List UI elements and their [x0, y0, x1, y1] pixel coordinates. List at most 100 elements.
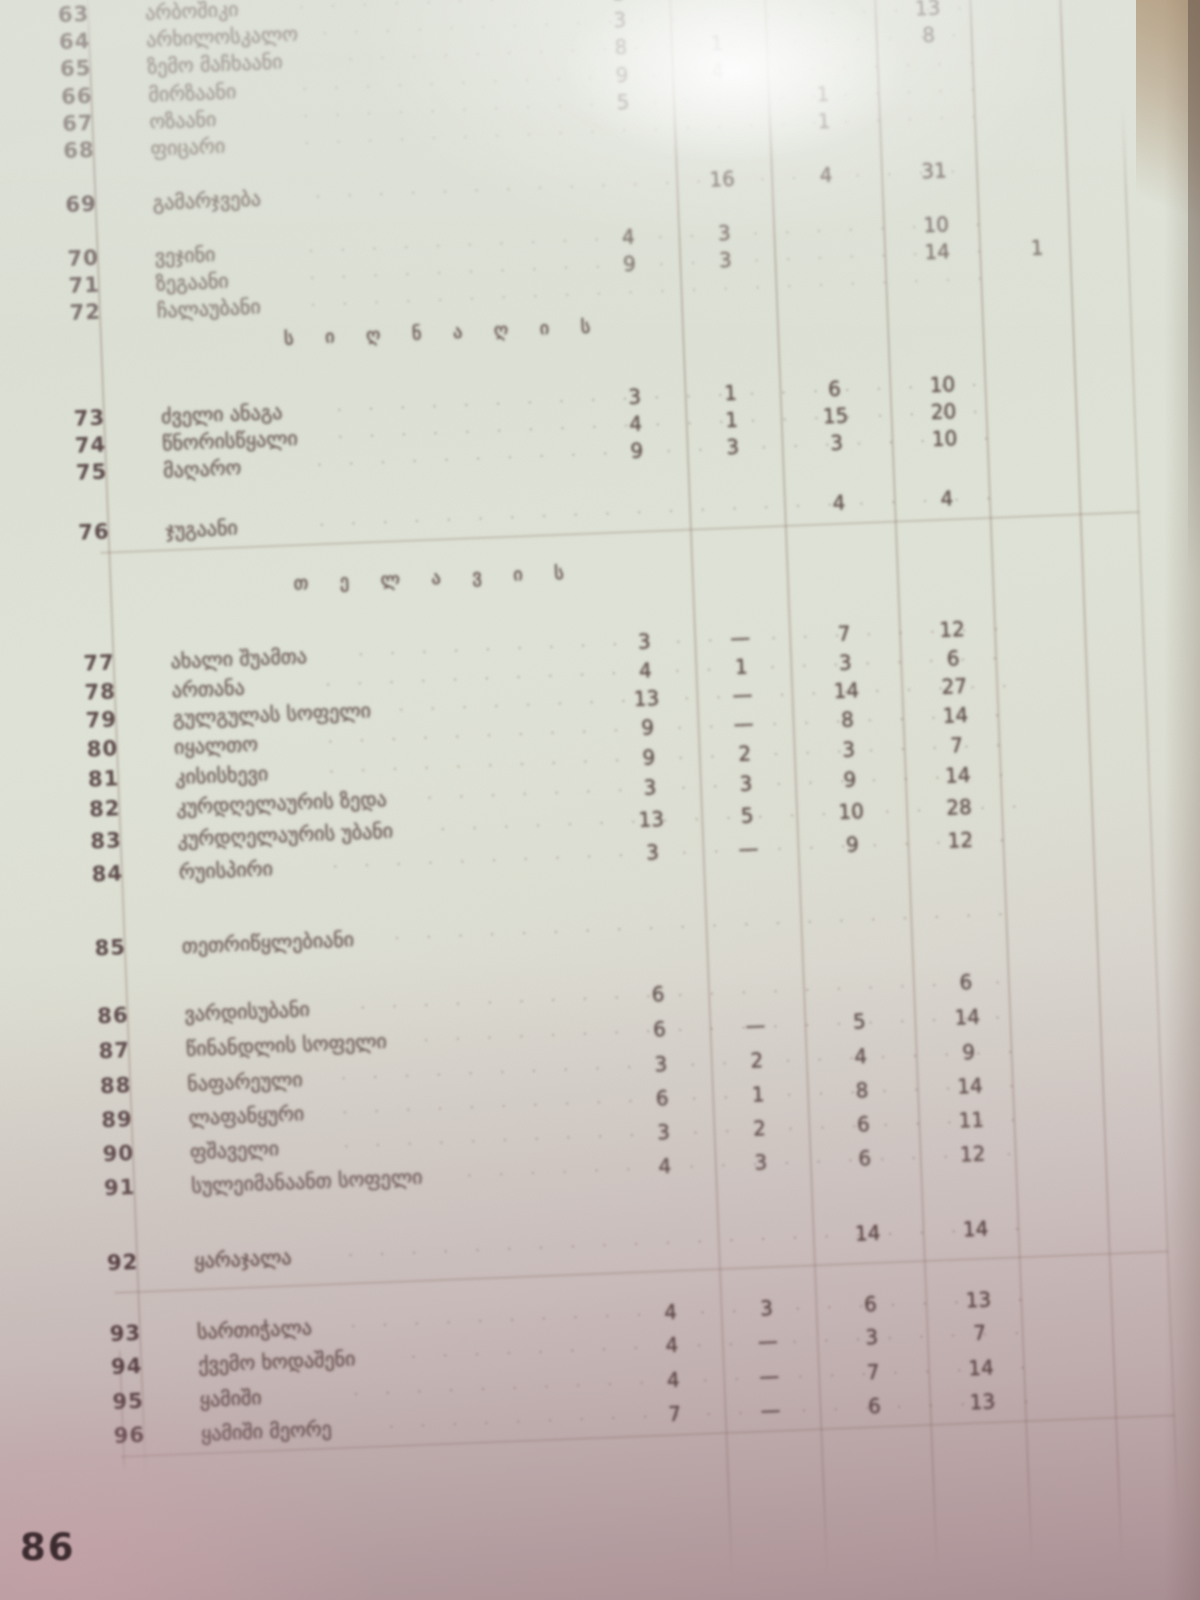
value-cell-col4: 10	[929, 372, 956, 398]
value-cell-col4: 14	[944, 762, 971, 788]
row-name: ფიცარი	[150, 133, 226, 161]
row-number: 68	[62, 137, 96, 164]
value-cell-col3: 3	[829, 430, 844, 456]
value-cell-col1: 4	[665, 1332, 679, 1358]
value-cell-col2: —	[738, 836, 759, 862]
value-cell-col2: —	[758, 1363, 780, 1389]
value-cell-col2: 1	[724, 407, 739, 433]
value-cell-col1: 3	[637, 629, 652, 654]
value-cell-col3: 14	[854, 1220, 881, 1246]
table-row: 85 თეთრიწყლებიანი ····················	[5, 893, 1200, 966]
value-cell-col3: 8	[855, 1078, 869, 1103]
value-cell-col1: 4	[658, 1153, 672, 1179]
row-name: სულეიმანაანთ სოფელი	[190, 1164, 423, 1198]
row-number: 82	[88, 796, 121, 822]
value-cell-col3: 6	[863, 1291, 878, 1317]
page-edge-shadow	[1188, 0, 1200, 580]
row-number: 92	[106, 1249, 139, 1276]
value-cell-col2: 1	[734, 654, 749, 680]
row-number: 77	[83, 650, 116, 676]
value-cell-col4: 10	[931, 426, 958, 452]
value-cell-col1: 5	[616, 89, 630, 115]
value-cell-col2: 3	[753, 1150, 768, 1175]
row-name: ქვემო ხოდაშენი	[197, 1346, 356, 1377]
value-cell-col1: 9	[622, 251, 637, 277]
value-cell-col2: —	[744, 1013, 766, 1038]
row-number: 93	[109, 1320, 142, 1347]
row-number: 76	[77, 519, 111, 545]
row-name: სართიჭალა	[196, 1315, 313, 1344]
value-cell-col3: 15	[822, 403, 849, 429]
value-cell-col2: 1	[751, 1082, 765, 1107]
value-cell-col3: 8	[840, 707, 855, 732]
value-cell-col1: 6	[652, 1017, 667, 1042]
row-name: წინანდლის სოფელი	[185, 1029, 388, 1061]
row-number: 86	[96, 1003, 130, 1029]
row-number: 91	[103, 1174, 136, 1201]
value-cell-col5: 1	[1030, 235, 1044, 261]
value-cell-col1: 3	[627, 384, 642, 410]
value-cell-col3: 3	[838, 650, 853, 675]
row-name: ფშაველი	[189, 1136, 280, 1164]
value-cell-col2: —	[760, 1397, 782, 1423]
row-name: ყამიში	[199, 1385, 263, 1412]
value-cell-col4: 14	[956, 1073, 984, 1099]
row-number: 63	[57, 1, 90, 28]
row-number: 89	[100, 1107, 134, 1133]
value-cell-col3: 4	[832, 490, 846, 516]
value-cell-col3: 6	[856, 1112, 871, 1137]
row-name: რუისპირი	[178, 856, 274, 885]
row-number: 81	[87, 766, 120, 792]
row-name: ართანა	[171, 675, 246, 703]
row-name: არბოშიკი	[144, 0, 240, 25]
row-name: ვეჯინი	[154, 242, 216, 269]
leader-dots: ······················	[347, 1219, 1047, 1265]
value-cell-col1: 4	[663, 1299, 678, 1325]
page-number: 86	[20, 1526, 76, 1569]
row-number: 78	[84, 679, 117, 705]
leader-dots: ······················	[319, 488, 1019, 535]
value-cell-col2: 2	[737, 741, 752, 766]
row-number: 94	[110, 1353, 143, 1380]
row-number: 66	[60, 83, 93, 110]
value-cell-col3: 5	[852, 1009, 867, 1034]
row-number: 90	[102, 1141, 135, 1167]
row-number: 73	[73, 405, 106, 431]
value-cell-col2: —	[731, 682, 753, 708]
row-name: ვარდისუბანი	[184, 997, 311, 1026]
value-cell-col2: 3	[717, 220, 732, 246]
value-cell-col4: 14	[924, 239, 951, 265]
value-cell-col2: 5	[740, 803, 755, 828]
value-cell-col2: 16	[708, 166, 736, 192]
row-name: ახალი შუამთა	[170, 643, 308, 674]
value-cell-col1: 4	[628, 411, 643, 436]
value-cell-col2: 3	[739, 771, 753, 796]
row-number: 95	[112, 1388, 145, 1415]
value-cell-col1: 9	[640, 715, 655, 740]
value-cell-col4: 7	[949, 733, 964, 758]
value-cell-col1: 13	[633, 686, 660, 712]
table-row: 76 ჯუგაანი ······················ 4 4	[0, 477, 1189, 550]
value-cell-col3: 7	[837, 621, 851, 646]
value-cell-col2: —	[757, 1328, 779, 1354]
row-name: ყამიში მეორე	[200, 1416, 333, 1446]
value-cell-col4: 10	[922, 212, 950, 238]
row-number: 85	[94, 935, 127, 961]
value-cell-col4: 4	[940, 486, 954, 511]
section-header: ს ი ღ ნ ა ღ ი ს	[283, 315, 604, 350]
value-cell-col4: 12	[959, 1141, 986, 1167]
value-cell-col3: 1	[816, 81, 830, 107]
row-number: 64	[58, 28, 91, 55]
value-cell-col1: 8	[614, 34, 628, 60]
value-cell-col4: 7	[972, 1320, 987, 1346]
row-name: ყარაჯალა	[193, 1244, 292, 1273]
section-header: თ ე ლ ა ვ ი ს	[293, 562, 578, 595]
row-name: მირზაანი	[147, 79, 237, 107]
value-cell-col4: 8	[921, 22, 936, 48]
value-cell-col4: 6	[959, 969, 973, 995]
value-cell-col2: 4	[711, 59, 725, 84]
value-cell-col4: 9	[961, 1039, 976, 1065]
row-name: წნორისწყალი	[161, 426, 299, 456]
